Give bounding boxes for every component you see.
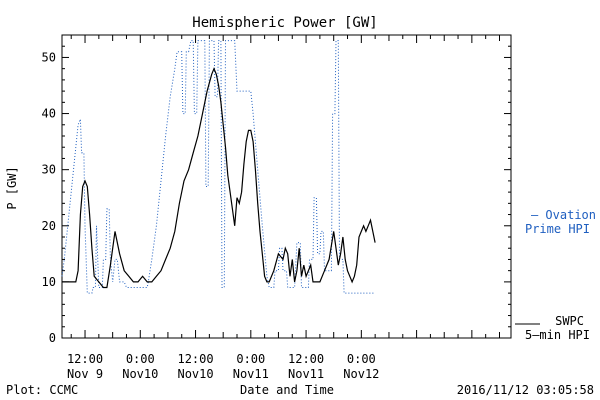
x-tick-label-time: 12:00 xyxy=(67,352,103,366)
x-tick-label-time: 12:00 xyxy=(177,352,213,366)
legend: – Ovation Prime HPI SWPC 5–min HPI xyxy=(515,208,596,342)
x-tick-label-time: 0:00 xyxy=(236,352,265,366)
y-tick-label: 20 xyxy=(42,219,56,233)
x-tick-label-date: Nov12 xyxy=(343,367,379,381)
y-tick-label: 50 xyxy=(42,50,56,64)
ovation-prime-series-line xyxy=(61,40,376,294)
y-tick-label: 10 xyxy=(42,275,56,289)
x-tick-label-date: Nov11 xyxy=(233,367,269,381)
x-tick-label-time: 0:00 xyxy=(347,352,376,366)
x-tick-label-date: Nov10 xyxy=(122,367,158,381)
legend-swpc-line2: 5–min HPI xyxy=(525,328,590,342)
x-tick-label-date: Nov10 xyxy=(177,367,213,381)
x-tick-label-date: Nov 9 xyxy=(67,367,103,381)
legend-ovation-line2: Prime HPI xyxy=(525,222,590,236)
y-axis: 0 10 20 30 40 50 xyxy=(42,34,511,345)
y-axis-label: P [GW] xyxy=(5,166,19,209)
swpc-series-line xyxy=(62,67,376,289)
legend-swpc-line1: SWPC xyxy=(555,314,584,328)
y-tick-label: 40 xyxy=(42,107,56,121)
y-tick-label: 30 xyxy=(42,163,56,177)
chart-title: Hemispheric Power [GW] xyxy=(192,15,377,31)
plot-frame xyxy=(61,34,512,339)
x-tick-label-time: 12:00 xyxy=(288,352,324,366)
legend-ovation-line1: – Ovation xyxy=(531,208,596,222)
x-tick-label-time: 0:00 xyxy=(126,352,155,366)
x-axis-label: Date and Time xyxy=(240,383,334,397)
plot-timestamp: 2016/11/12 03:05:58 xyxy=(457,383,594,397)
x-tick-label-date: Nov11 xyxy=(288,367,324,381)
plot-credit: Plot: CCMC xyxy=(6,383,78,397)
y-tick-label: 0 xyxy=(49,331,56,345)
